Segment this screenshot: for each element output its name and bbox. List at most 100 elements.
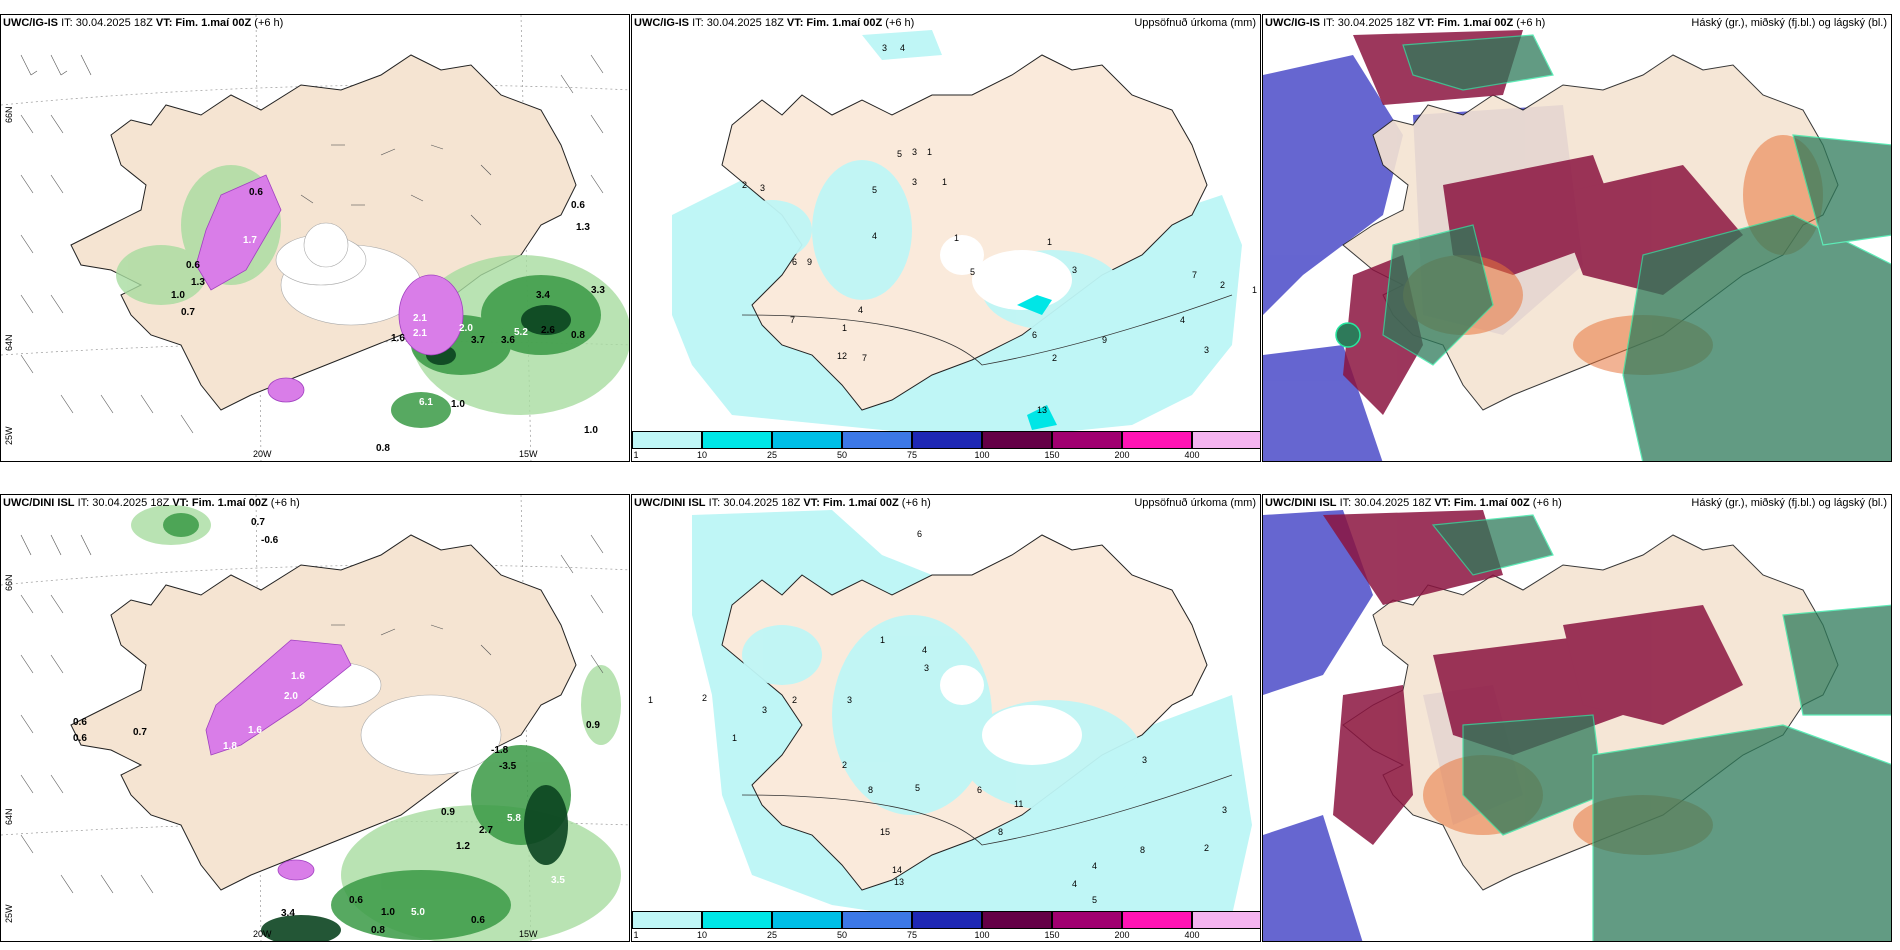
precip-value: 5: [1092, 895, 1098, 905]
precip-value: 5: [897, 149, 903, 159]
panel-title: UWC/DINI ISL IT: 30.04.2025 18Z VT: Fim.…: [634, 497, 931, 509]
value-label: 5.2: [514, 327, 528, 338]
value-label: 1.2: [456, 841, 470, 852]
precip-value: 3: [882, 43, 888, 53]
panel-title: UWC/IG-IS IT: 30.04.2025 18Z VT: Fim. 1.…: [1265, 17, 1546, 29]
iceland-landmass: [721, 54, 1208, 411]
value-label: 0.7: [251, 517, 265, 528]
precip-value: 4: [900, 43, 906, 53]
lat-label: 64N: [4, 334, 14, 351]
panel-subtitle: Háský (gr.), miðský (fj.bl.) og lágský (…: [1691, 497, 1887, 509]
value-label: -0.6: [261, 535, 279, 546]
precip-colorbar: 1 10 25 50 75 100 150 200 400: [632, 431, 1260, 461]
precip-value: 2: [1052, 353, 1058, 363]
map-canvas: [692, 510, 1252, 925]
lat-label: 64N: [4, 808, 14, 825]
value-label: 3.7: [471, 335, 485, 346]
value-label: 1.7: [243, 235, 257, 246]
value-label: 1.6: [291, 671, 305, 682]
colorbar-swatch: [982, 431, 1052, 449]
value-label: 6.1: [419, 397, 433, 408]
precip-value: 9: [807, 257, 813, 267]
colorbar-label: 200: [1114, 930, 1130, 940]
colorbar-label: 150: [1044, 450, 1060, 460]
precip-value: 3: [1204, 345, 1210, 355]
lon-label: 15W: [519, 929, 538, 939]
value-label: 5.0: [411, 907, 425, 918]
colorbar-swatch: [1122, 431, 1192, 449]
precip-value: 14: [892, 865, 903, 875]
value-label: 1.0: [451, 399, 465, 410]
value-label: 1.0: [171, 290, 185, 301]
lon-label: 15W: [519, 449, 538, 459]
panel-subtitle: Háský (gr.), miðský (fj.bl.) og lágský (…: [1691, 17, 1887, 29]
colorbar-label: 100: [974, 450, 990, 460]
iceland-landmass: [70, 534, 577, 891]
colorbar-swatch: [912, 911, 982, 929]
panel-bottom-middle-precipitation-map: UWC/DINI ISL IT: 30.04.2025 18Z VT: Fim.…: [631, 494, 1261, 942]
value-label: 3.4: [281, 908, 295, 919]
panel-bottom-right-cloud-map: UWC/DINI ISL IT: 30.04.2025 18Z VT: Fim.…: [1262, 494, 1892, 942]
colorbar-label: 75: [906, 450, 918, 460]
precip-value: 3: [1142, 755, 1148, 765]
value-label: 0.9: [441, 807, 455, 818]
precip-value: 2: [702, 693, 708, 703]
precip-value: 6: [1032, 330, 1038, 340]
precip-value: 2: [742, 180, 748, 190]
precip-value: 1: [732, 733, 738, 743]
precip-value: 3: [1072, 265, 1078, 275]
precip-value: 4: [1180, 315, 1186, 325]
precip-value: 1: [648, 695, 654, 705]
value-label: 0.7: [181, 307, 195, 318]
colorbar-swatch: [842, 911, 912, 929]
panel-title: UWC/DINI ISL IT: 30.04.2025 18Z VT: Fim.…: [1265, 497, 1562, 509]
value-label: 0.6: [73, 717, 87, 728]
colorbar-swatch: [982, 911, 1052, 929]
colorbar-swatch: [632, 431, 702, 449]
value-label: 1.6: [391, 333, 405, 344]
precip-value: 8: [1140, 845, 1146, 855]
precip-value: 4: [872, 231, 878, 241]
value-label: 0.6: [186, 260, 200, 271]
value-label: 3.5: [551, 875, 565, 886]
value-label: -3.5: [499, 761, 517, 772]
precip-colorbar: 1 10 25 50 75 100 150 200 400: [632, 911, 1260, 941]
lat-label: 66N: [4, 574, 14, 591]
colorbar-label: 1: [633, 930, 639, 940]
precip-value: 3: [760, 183, 766, 193]
value-label: 0.6: [249, 187, 263, 198]
value-label: 0.9: [586, 720, 600, 731]
precip-value: 6: [977, 785, 983, 795]
panel-bottom-left-wind-map: UWC/DINI ISL IT: 30.04.2025 18Z VT: Fim.…: [0, 494, 630, 942]
colorbar-label: 50: [836, 930, 848, 940]
colorbar-swatch: [702, 911, 772, 929]
map-canvas: [1263, 495, 1891, 941]
colorbar-swatch: [1192, 911, 1260, 929]
panel-subtitle: Uppsöfnuð úrkoma (mm): [1134, 497, 1256, 509]
value-label: 3.3: [591, 285, 605, 296]
precip-value: 3: [912, 177, 918, 187]
precip-value: 3: [924, 663, 930, 673]
colorbar-swatch: [632, 911, 702, 929]
value-label: 2.1: [413, 328, 427, 339]
colorbar-label: 400: [1184, 930, 1200, 940]
precip-value: 1: [927, 147, 933, 157]
precip-value: 13: [1037, 405, 1048, 415]
colorbar-label: 25: [766, 930, 778, 940]
colorbar-swatch: [1052, 911, 1122, 929]
precip-value: 8: [998, 827, 1004, 837]
precip-value: 7: [1192, 270, 1198, 280]
precip-value: 2: [792, 695, 798, 705]
precip-value: 1: [1252, 285, 1258, 295]
value-label: 0.6: [349, 895, 363, 906]
precip-value: 4: [922, 645, 928, 655]
value-label: 0.8: [571, 330, 585, 341]
panel-title: UWC/IG-IS IT: 30.04.2025 18Z VT: Fim. 1.…: [3, 17, 284, 29]
value-label: 2.6: [541, 325, 555, 336]
panel-top-left-wind-map: UWC/IG-IS IT: 30.04.2025 18Z VT: Fim. 1.…: [0, 14, 630, 462]
precip-value: 6: [792, 257, 798, 267]
lon-label: 20W: [253, 929, 272, 939]
precip-value: 2: [1204, 843, 1210, 853]
precip-value: 1: [842, 323, 848, 333]
value-label: 2.0: [459, 323, 473, 334]
